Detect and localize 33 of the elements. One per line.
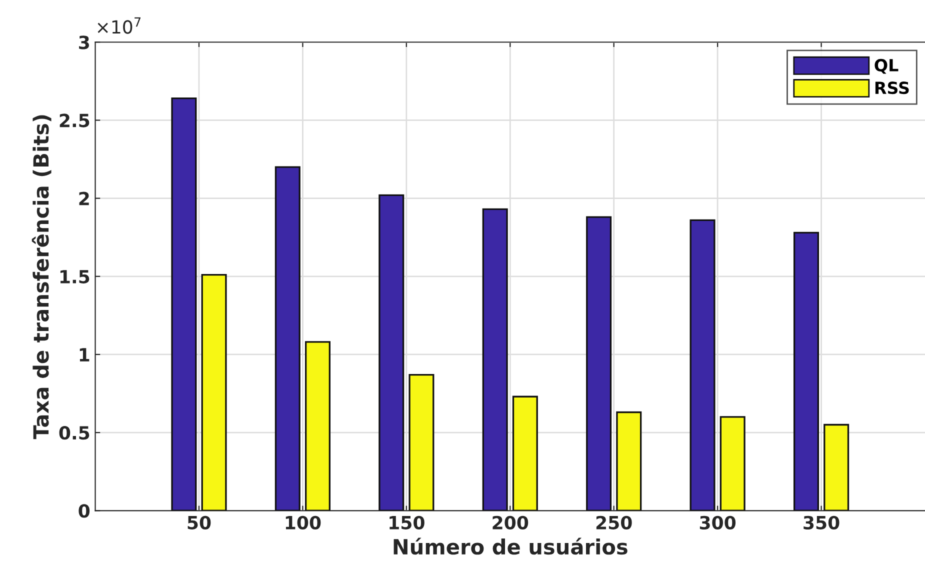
bar — [793, 232, 820, 511]
bar — [378, 194, 404, 511]
y-axis-title: Taxa de transferência (Bits) — [32, 115, 52, 440]
bar — [720, 416, 746, 511]
legend-label: QL — [874, 58, 898, 74]
y-tick-label: 2.5 — [60, 114, 90, 128]
bar — [616, 411, 642, 511]
y-tick-label: 0.5 — [59, 426, 90, 440]
x-tick-label: 50 — [188, 516, 211, 530]
bar — [201, 274, 227, 511]
bar — [690, 219, 716, 511]
x-tick-label: 100 — [286, 516, 321, 530]
legend-label: RSS — [875, 82, 909, 94]
y-tick-label: 2 — [79, 192, 89, 206]
x-tick-label: 350 — [804, 516, 840, 530]
x-tick-label: 200 — [492, 516, 528, 530]
text: ×10$^{7}$ — [98, 17, 141, 34]
y-tick-label: 3 — [79, 36, 89, 50]
bar — [586, 216, 612, 511]
y-tick-label: 1 — [80, 348, 90, 362]
bar — [482, 208, 508, 511]
x-tick-label: 300 — [700, 516, 736, 530]
bar — [274, 166, 300, 511]
x-tick-label: 250 — [596, 516, 632, 530]
bar — [824, 424, 850, 511]
y-tick-label: 0 — [78, 504, 90, 518]
bar — [512, 396, 538, 511]
x-axis-title: Número de usuários — [394, 538, 628, 555]
bar — [171, 98, 197, 511]
y-tick-label: 1.5 — [60, 270, 90, 284]
x-tick-label: 150 — [390, 516, 424, 530]
bar — [304, 341, 331, 511]
bar — [408, 374, 434, 511]
